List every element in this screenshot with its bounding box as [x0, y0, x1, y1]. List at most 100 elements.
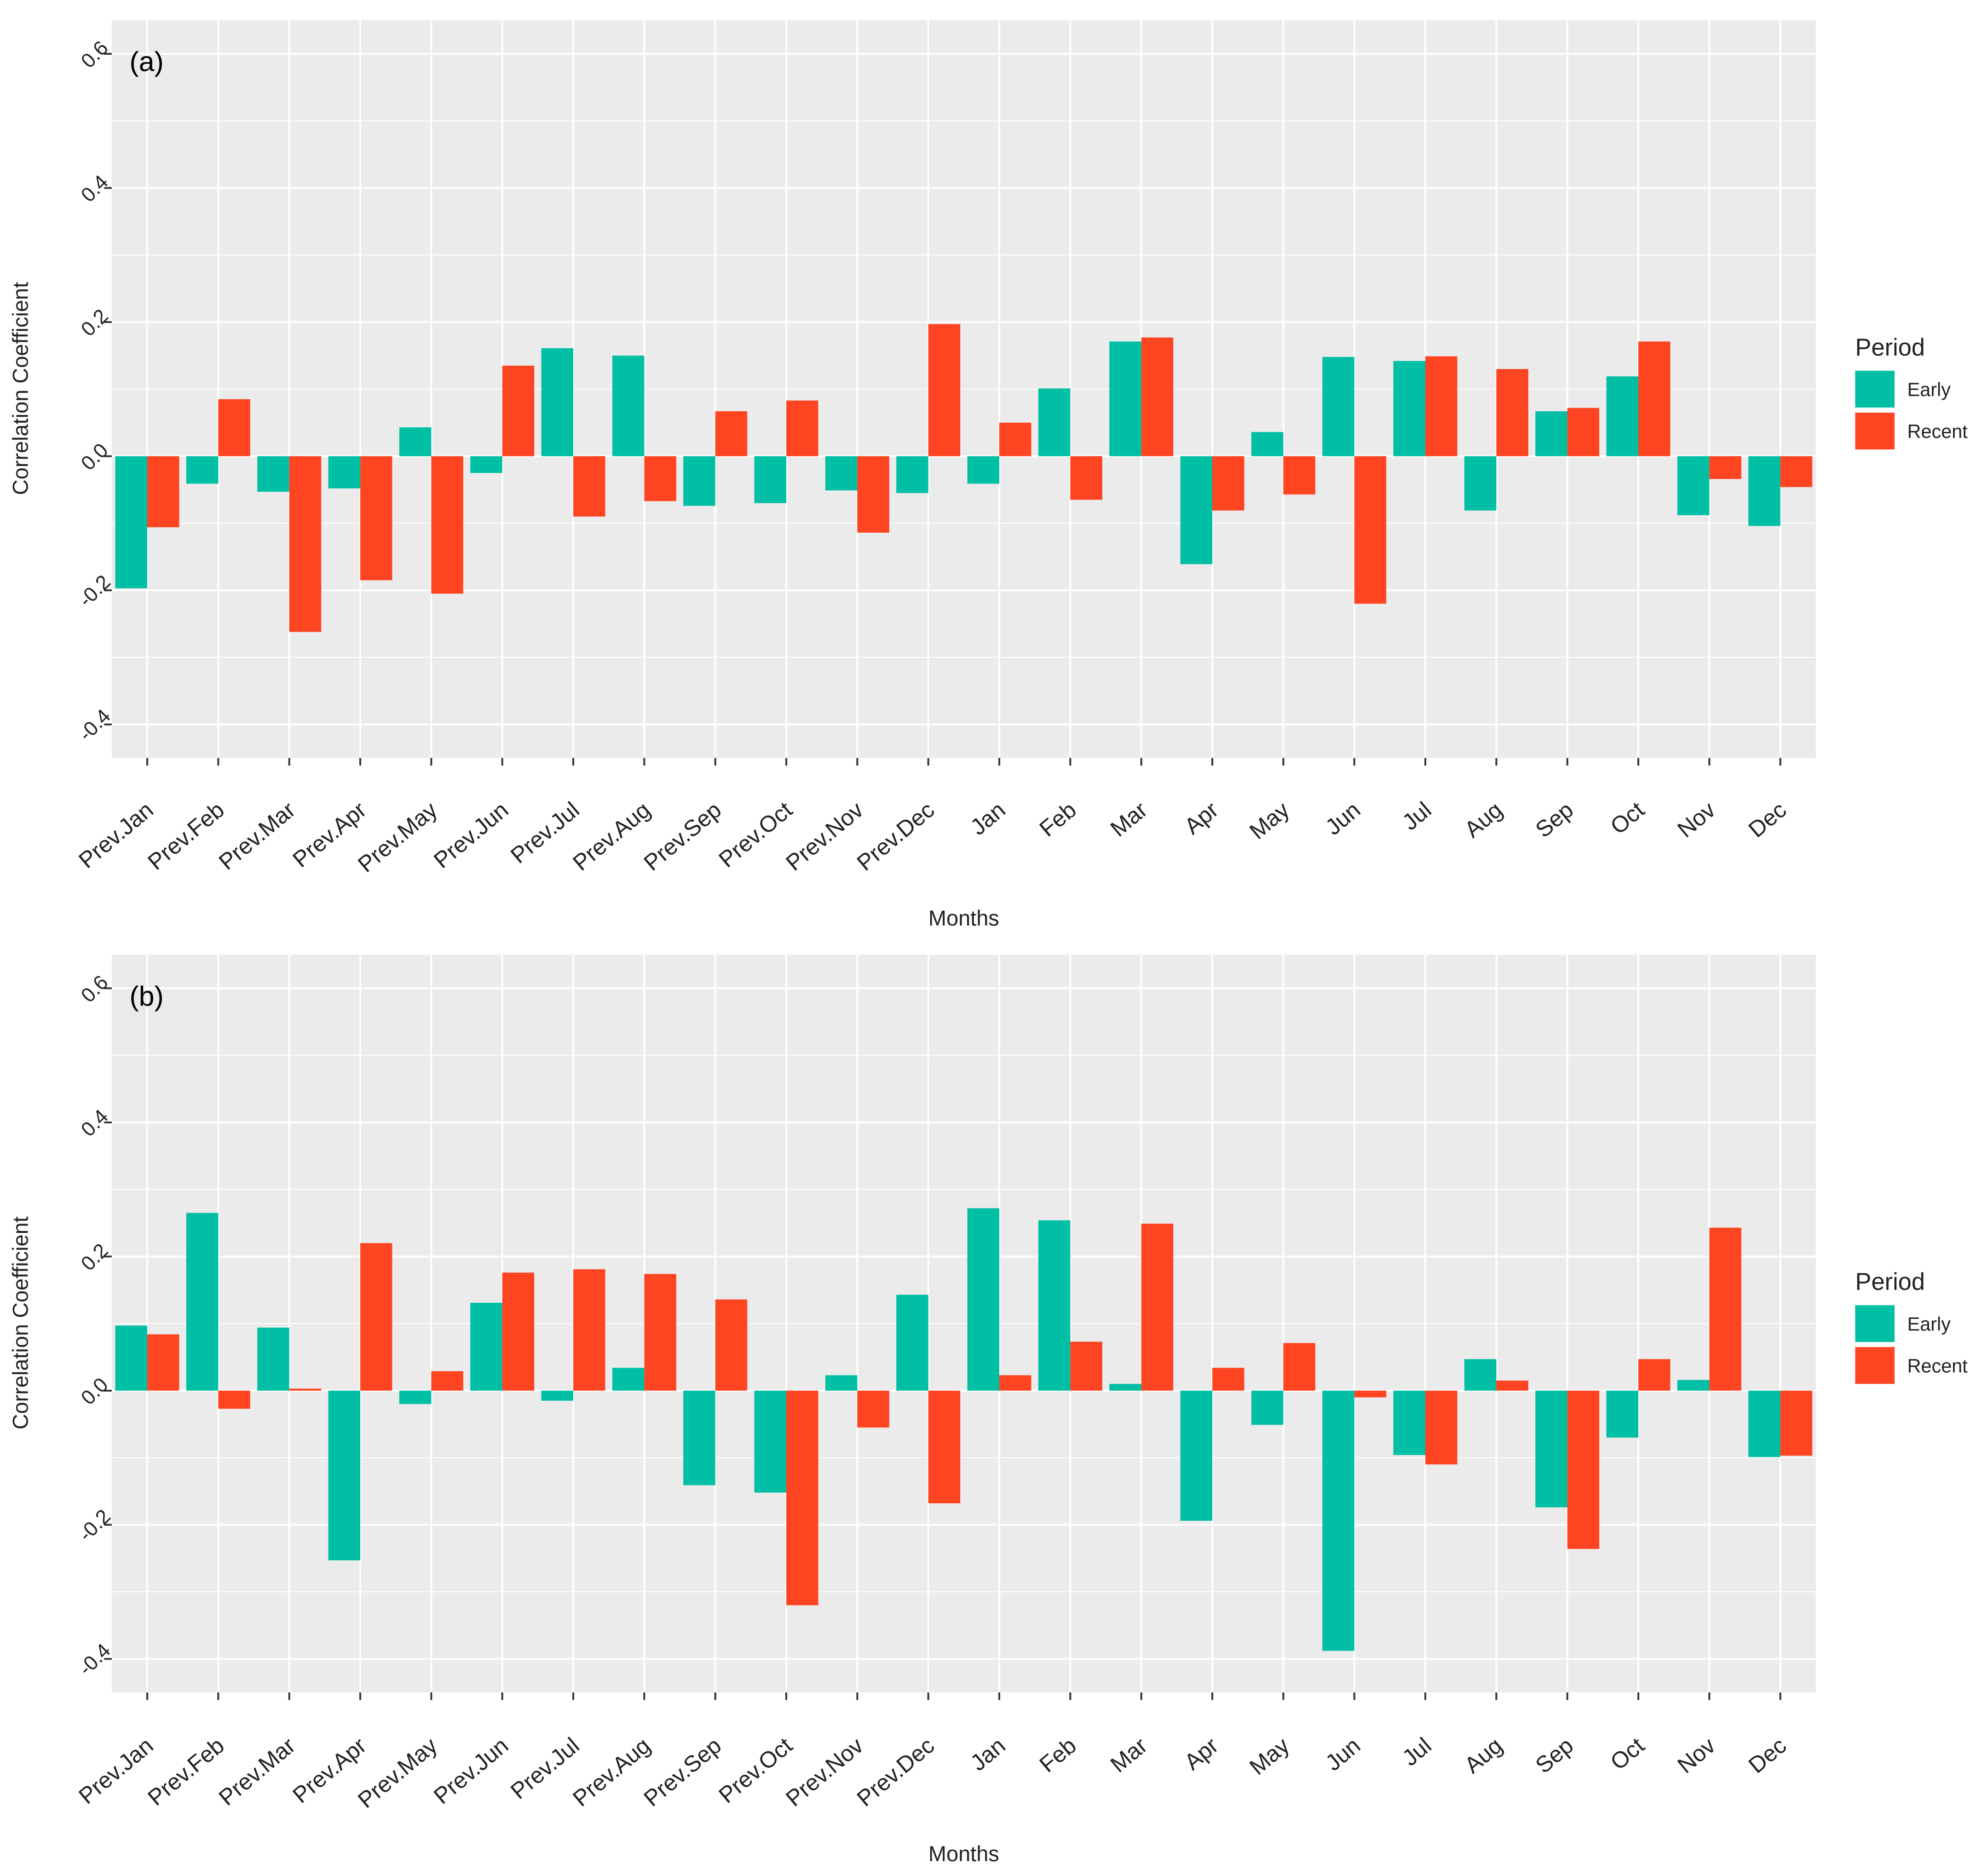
bar-early-prev-dec — [896, 456, 928, 493]
bar-recent-prev-oct — [786, 400, 818, 456]
x-axis-title: Months — [928, 1842, 999, 1866]
bar-early-jan — [967, 456, 1000, 484]
bar-recent-prev-aug — [644, 1274, 676, 1391]
legend-title: Period — [1855, 1269, 1925, 1295]
legend-swatch-early — [1855, 1305, 1895, 1342]
bar-early-prev-mar — [257, 1328, 289, 1391]
bar-recent-prev-feb — [218, 1391, 250, 1409]
bar-recent-prev-feb — [218, 399, 250, 456]
bar-recent-nov — [1709, 1227, 1741, 1391]
bar-recent-mar — [1141, 1224, 1174, 1391]
bar-early-prev-feb — [186, 1213, 219, 1391]
bar-early-prev-sep — [683, 456, 715, 506]
bar-recent-jun — [1354, 1391, 1387, 1398]
bar-recent-prev-apr — [360, 1243, 392, 1391]
bar-recent-sep — [1567, 1391, 1600, 1549]
y-axis-title: Correlation Coefficient — [9, 282, 33, 495]
x-axis-title: Months — [928, 906, 999, 930]
bar-recent-prev-dec — [928, 1391, 961, 1503]
bar-early-prev-jan — [115, 1325, 148, 1391]
bar-recent-dec — [1780, 1391, 1813, 1456]
bar-recent-may — [1283, 1343, 1315, 1391]
bar-early-prev-nov — [825, 1375, 858, 1391]
legend-label-recent: Recent — [1907, 421, 1968, 442]
bar-early-mar — [1109, 341, 1141, 456]
series-early — [115, 1208, 1781, 1651]
panel-label: (a) — [130, 46, 164, 77]
series-early — [115, 341, 1781, 588]
bar-early-prev-apr — [328, 456, 361, 489]
bar-recent-prev-jun — [502, 365, 535, 456]
bar-early-oct — [1606, 1391, 1638, 1438]
bar-early-mar — [1109, 1384, 1141, 1391]
bar-early-apr — [1180, 1391, 1212, 1521]
bar-early-jul — [1393, 361, 1425, 456]
bar-early-prev-mar — [257, 456, 289, 492]
bar-early-prev-aug — [612, 356, 645, 456]
legend: Period Early Recent — [1855, 1269, 1968, 1384]
legend-title: Period — [1855, 334, 1925, 361]
bar-recent-sep — [1567, 408, 1600, 456]
bar-recent-prev-sep — [715, 1299, 748, 1391]
bar-recent-jun — [1354, 456, 1387, 604]
legend-label-early: Early — [1907, 379, 1951, 400]
bar-early-dec — [1748, 1391, 1781, 1457]
bar-early-jun — [1322, 1391, 1354, 1651]
bar-recent-aug — [1496, 1380, 1528, 1391]
bar-recent-prev-may — [431, 456, 463, 594]
bar-recent-jul — [1425, 1391, 1458, 1465]
bar-recent-jul — [1425, 356, 1458, 456]
bar-recent-oct — [1638, 341, 1671, 456]
bar-recent-prev-apr — [360, 456, 392, 581]
bar-early-prev-jun — [470, 1303, 502, 1391]
bar-early-sep — [1535, 411, 1567, 456]
legend-label-recent: Recent — [1907, 1356, 1968, 1377]
bar-early-prev-jul — [541, 1391, 574, 1401]
bar-recent-apr — [1212, 456, 1245, 511]
bar-early-jan — [967, 1208, 1000, 1391]
bar-recent-feb — [1070, 1341, 1102, 1391]
bar-early-jul — [1393, 1391, 1425, 1455]
legend-swatch-recent — [1855, 413, 1895, 450]
bar-recent-prev-jul — [573, 456, 605, 517]
bar-recent-prev-mar — [289, 1388, 322, 1391]
bar-early-jun — [1322, 357, 1354, 456]
bar-early-prev-apr — [328, 1391, 361, 1560]
bar-recent-prev-nov — [857, 456, 889, 533]
bar-early-may — [1251, 432, 1284, 456]
bar-early-prev-aug — [612, 1368, 645, 1391]
bar-recent-prev-nov — [857, 1391, 889, 1428]
bar-recent-jan — [999, 1375, 1031, 1391]
bar-recent-prev-may — [431, 1371, 463, 1391]
bar-recent-prev-jan — [147, 456, 179, 528]
bar-recent-prev-aug — [644, 456, 676, 501]
bar-early-nov — [1677, 456, 1710, 516]
legend-swatch-recent — [1855, 1347, 1895, 1384]
bar-early-sep — [1535, 1391, 1567, 1507]
bar-early-apr — [1180, 456, 1212, 564]
bar-recent-prev-mar — [289, 456, 322, 632]
bar-early-dec — [1748, 456, 1781, 526]
bar-early-prev-sep — [683, 1391, 715, 1485]
bar-recent-prev-jan — [147, 1334, 179, 1391]
bar-early-prev-jan — [115, 456, 148, 588]
bar-early-prev-nov — [825, 456, 858, 491]
bar-early-prev-dec — [896, 1294, 928, 1391]
bar-recent-nov — [1709, 456, 1741, 479]
bar-recent-apr — [1212, 1368, 1245, 1391]
bar-recent-prev-sep — [715, 411, 748, 456]
bar-recent-feb — [1070, 456, 1102, 500]
bar-early-feb — [1038, 388, 1071, 456]
bar-early-may — [1251, 1391, 1284, 1425]
bar-early-prev-may — [399, 1391, 432, 1404]
bar-early-aug — [1464, 456, 1497, 511]
bar-early-prev-feb — [186, 456, 219, 484]
bar-early-prev-jul — [541, 348, 574, 456]
legend-label-early: Early — [1907, 1313, 1951, 1334]
legend-swatch-early — [1855, 370, 1895, 408]
bar-recent-dec — [1780, 456, 1813, 487]
bar-early-aug — [1464, 1359, 1497, 1391]
bar-early-nov — [1677, 1380, 1710, 1391]
